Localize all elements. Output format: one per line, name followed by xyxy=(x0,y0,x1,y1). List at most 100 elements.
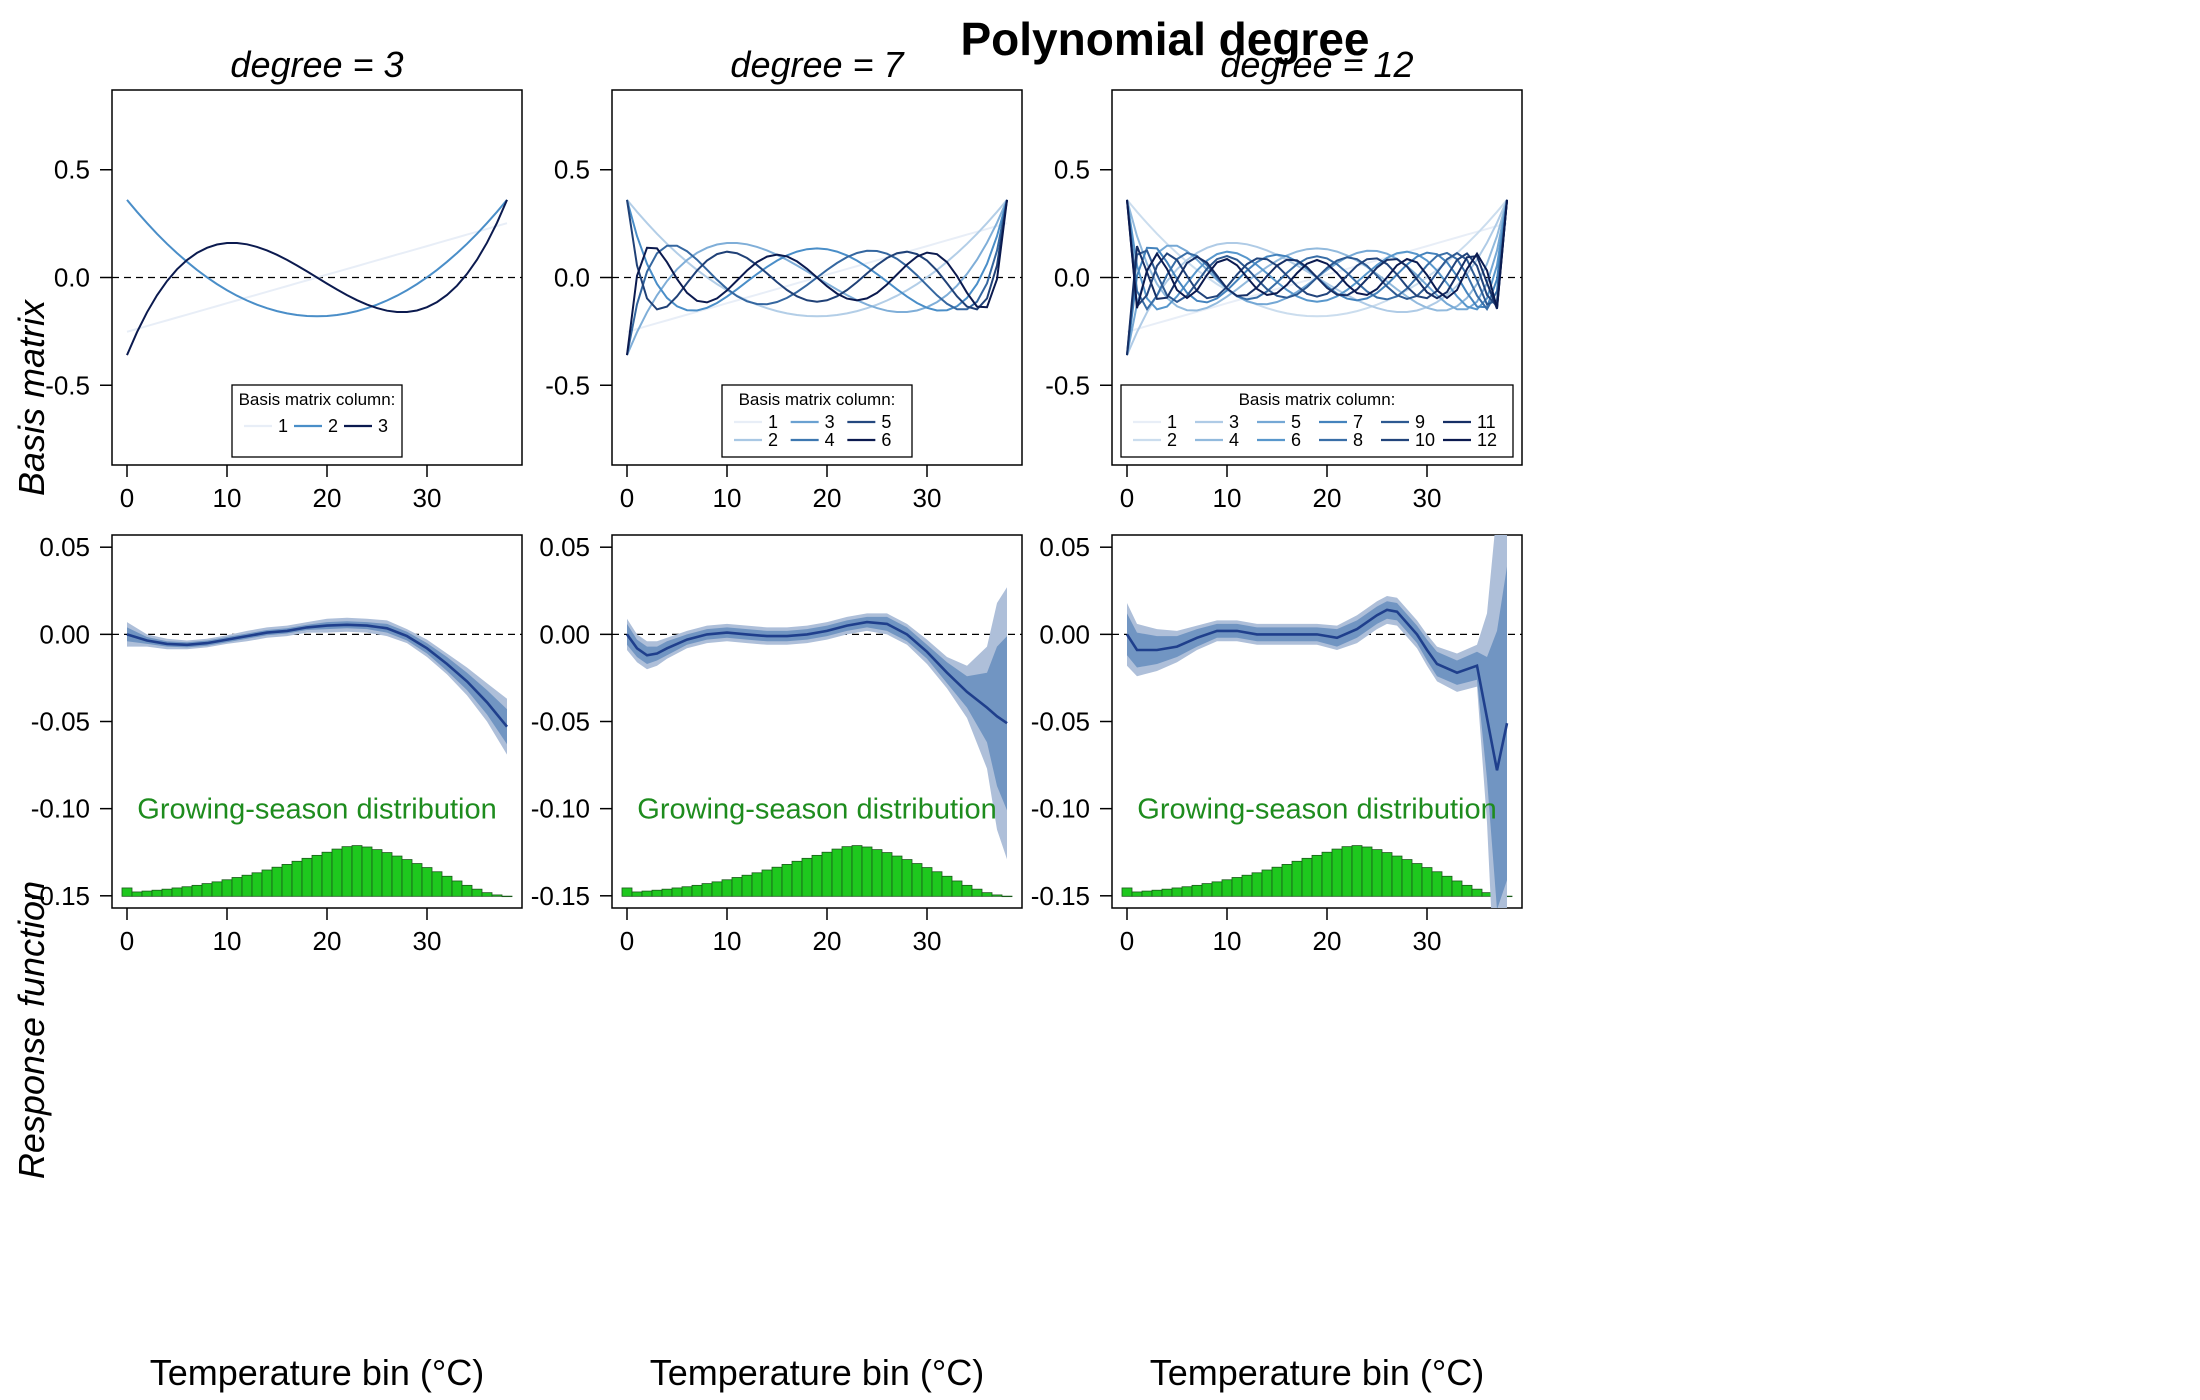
histogram-bar xyxy=(491,894,503,897)
histogram-bar xyxy=(781,864,793,897)
histogram-bar xyxy=(1411,863,1423,897)
legend-label-1: 1 xyxy=(278,416,288,436)
x-axis-label: Temperature bin (°C) xyxy=(1150,1352,1485,1393)
top-y-axis-label: Basis matrix xyxy=(11,298,52,496)
y-tick-label: 0.5 xyxy=(554,155,590,185)
x-tick-label: 0 xyxy=(120,926,134,956)
legend-label-3: 3 xyxy=(378,416,388,436)
histogram-bar xyxy=(751,872,763,897)
legend-title: Basis matrix column: xyxy=(739,390,896,409)
legend-label-10: 10 xyxy=(1415,430,1435,450)
histogram-bar xyxy=(1171,887,1183,897)
legend-label-2: 2 xyxy=(768,430,778,450)
histogram-bar xyxy=(501,895,513,898)
panel-6: 0 10 20 30 -0.15 -0.10 -0.05 0.00 0.05 Growing-se… xyxy=(1031,532,1523,1393)
panel-5: 0 10 20 30 -0.15 -0.10 -0.05 0.00 0.05 Growing-se… xyxy=(531,532,1023,1393)
histogram-bar xyxy=(621,887,633,897)
histogram-bar xyxy=(771,866,783,897)
legend-label-2: 2 xyxy=(328,416,338,436)
histogram-bar xyxy=(831,848,843,897)
histogram-bar xyxy=(991,894,1003,897)
panel-title: degree = 7 xyxy=(730,44,905,85)
histogram-bar xyxy=(1271,866,1283,897)
histogram-bar xyxy=(391,855,403,897)
x-tick-label: 20 xyxy=(813,483,842,513)
y-tick-label: 0.0 xyxy=(54,263,90,293)
panel-1: 0 10 20 30 -0.5 0.0 0.5 degree = 3 Basis matrix … xyxy=(45,44,523,513)
histogram-bar xyxy=(961,884,973,897)
histogram-bar xyxy=(1261,869,1273,897)
histogram-bar xyxy=(811,854,823,897)
histogram-bar xyxy=(1221,879,1233,897)
x-tick-label: 30 xyxy=(1413,926,1442,956)
histogram-bar xyxy=(481,892,493,897)
histogram-bar xyxy=(951,880,963,897)
basis-curve-12 xyxy=(1126,199,1508,309)
histogram-bar xyxy=(821,851,833,897)
y-tick-label: -0.15 xyxy=(1031,881,1090,911)
x-tick-label: 0 xyxy=(120,483,134,513)
panel-title: degree = 3 xyxy=(230,44,403,85)
legend-label-3: 3 xyxy=(825,412,835,432)
histogram-bar xyxy=(801,857,813,897)
response-line xyxy=(126,623,509,728)
histogram-bar xyxy=(141,890,153,897)
histogram-bar xyxy=(1191,884,1203,897)
histogram-bar xyxy=(301,857,313,897)
y-tick-label: -0.10 xyxy=(531,794,590,824)
histogram-bar xyxy=(311,854,323,897)
x-tick-label: 30 xyxy=(413,926,442,956)
histogram-bar xyxy=(1351,845,1363,897)
x-tick-label: 20 xyxy=(313,483,342,513)
histogram-bar xyxy=(471,888,483,897)
histogram-bar xyxy=(431,871,443,897)
histogram-bar xyxy=(1331,848,1343,897)
histogram-bar xyxy=(1461,884,1473,897)
histogram-bar xyxy=(911,863,923,897)
legend-label-8: 8 xyxy=(1353,430,1363,450)
x-tick-label: 10 xyxy=(1213,926,1242,956)
histogram-bar xyxy=(631,891,643,897)
legend-title: Basis matrix column: xyxy=(1239,390,1396,409)
y-tick-label: 0.5 xyxy=(1054,155,1090,185)
y-tick-label: 0.0 xyxy=(554,263,590,293)
histogram-bar xyxy=(461,884,473,897)
y-tick-label: -0.5 xyxy=(45,370,90,400)
histogram-bar xyxy=(231,877,243,897)
y-tick-label: 0.00 xyxy=(39,619,90,649)
histogram-bar xyxy=(1251,872,1263,897)
histogram-bar xyxy=(1211,881,1223,897)
y-tick-label: 0.05 xyxy=(539,532,590,562)
histogram-bar xyxy=(211,881,223,897)
histogram-bar xyxy=(671,887,683,897)
x-axis-label: Temperature bin (°C) xyxy=(650,1352,985,1393)
histogram-bar xyxy=(271,866,283,897)
x-tick-label: 30 xyxy=(913,483,942,513)
histogram-bar xyxy=(331,848,343,897)
histogram-bar xyxy=(1371,849,1383,897)
bottom-y-axis-label: Response function xyxy=(11,881,52,1179)
plot-area xyxy=(1126,199,1508,356)
histogram-bar xyxy=(871,849,883,897)
histogram-bar xyxy=(411,863,423,897)
histogram-bar xyxy=(761,869,773,897)
legend-label-1: 1 xyxy=(768,412,778,432)
plot-area xyxy=(621,587,1013,898)
histogram-bar xyxy=(641,890,653,897)
histogram-bar xyxy=(1231,877,1243,897)
histogram-bar xyxy=(1131,891,1143,897)
y-tick-label: 0.05 xyxy=(1039,532,1090,562)
plot-area xyxy=(626,199,1008,356)
histogram-bar xyxy=(1401,859,1413,897)
x-tick-label: 20 xyxy=(1313,483,1342,513)
basis-curve-4 xyxy=(1126,199,1508,312)
histogram-bar xyxy=(1451,880,1463,897)
histogram-bar xyxy=(1201,883,1213,897)
x-tick-label: 0 xyxy=(1120,483,1134,513)
histogram-bar xyxy=(791,860,803,897)
histogram-bar xyxy=(881,852,893,897)
y-tick-label: -0.5 xyxy=(1045,370,1090,400)
y-tick-label: 0.5 xyxy=(54,155,90,185)
